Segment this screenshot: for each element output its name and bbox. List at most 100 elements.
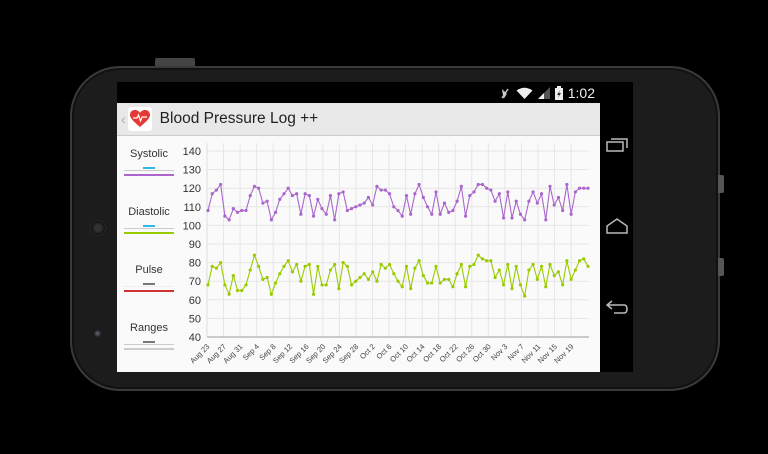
data-point[interactable] [290,194,295,198]
data-point[interactable] [235,288,240,293]
data-point[interactable] [455,199,459,203]
data-point[interactable] [206,283,210,287]
data-point[interactable] [379,262,383,267]
data-point[interactable] [548,262,552,267]
data-point[interactable] [497,192,501,196]
data-point[interactable] [252,253,257,257]
data-point[interactable] [328,268,333,272]
data-point[interactable] [383,188,387,192]
data-point[interactable] [510,216,514,220]
data-point[interactable] [299,212,303,216]
data-point[interactable] [257,186,261,190]
data-point[interactable] [447,277,451,281]
data-point[interactable] [480,182,485,187]
data-point[interactable] [252,184,257,188]
data-point[interactable] [489,188,493,192]
recent-apps-icon[interactable] [606,136,628,154]
data-point[interactable] [442,201,447,205]
home-icon[interactable] [606,217,628,235]
data-point[interactable] [451,285,455,289]
data-point[interactable] [523,294,527,298]
data-point[interactable] [269,218,273,222]
data-point[interactable] [565,259,569,263]
volume-down-button[interactable] [718,258,724,276]
data-point[interactable] [425,205,430,209]
data-point[interactable] [485,259,489,263]
data-point[interactable] [510,287,514,291]
data-point[interactable] [577,186,582,190]
data-point[interactable] [349,207,354,211]
data-point[interactable] [573,268,577,272]
data-point[interactable] [489,259,493,263]
data-point[interactable] [582,186,586,190]
data-point[interactable] [569,277,573,281]
data-point[interactable] [459,184,463,188]
data-point[interactable] [531,190,535,194]
data-point[interactable] [214,188,219,192]
data-point[interactable] [320,283,324,287]
data-point[interactable] [506,190,510,194]
data-point[interactable] [387,262,392,267]
data-point[interactable] [535,201,539,205]
data-point[interactable] [463,214,468,218]
data-point[interactable] [358,203,362,207]
data-point[interactable] [349,283,354,287]
data-point[interactable] [472,190,476,194]
data-point[interactable] [552,274,556,278]
data-point[interactable] [354,279,358,283]
data-point[interactable] [316,197,320,201]
data-point[interactable] [362,201,366,205]
data-point[interactable] [278,197,282,201]
data-point[interactable] [586,264,590,268]
data-point[interactable] [261,201,265,205]
data-point[interactable] [320,207,324,211]
data-point[interactable] [273,281,278,285]
data-point[interactable] [341,190,345,194]
data-point[interactable] [303,192,307,196]
data-point[interactable] [383,266,387,270]
legend-item-ranges[interactable]: Ranges [122,314,176,364]
power-button[interactable] [155,58,195,66]
data-point[interactable] [404,264,409,268]
data-point[interactable] [514,199,518,203]
data-point[interactable] [527,199,531,203]
data-point[interactable] [430,281,434,285]
data-point[interactable] [497,268,501,272]
data-point[interactable] [333,262,337,267]
data-point[interactable] [506,262,510,267]
data-point[interactable] [472,262,476,267]
data-point[interactable] [476,182,480,187]
data-point[interactable] [451,208,455,213]
data-point[interactable] [295,192,299,196]
data-point[interactable] [311,214,316,218]
data-point[interactable] [219,182,223,187]
data-point[interactable] [286,186,290,190]
data-point[interactable] [223,283,227,287]
data-point[interactable] [366,195,371,200]
data-point[interactable] [552,203,556,207]
data-point[interactable] [231,207,235,211]
data-point[interactable] [307,194,311,198]
data-point[interactable] [273,210,278,214]
data-point[interactable] [290,270,295,274]
data-point[interactable] [316,264,320,268]
data-point[interactable] [514,264,518,268]
data-point[interactable] [493,199,497,203]
data-point[interactable] [240,208,244,213]
data-point[interactable] [240,288,244,293]
data-point[interactable] [324,283,328,287]
data-point[interactable] [468,194,472,198]
data-point[interactable] [206,208,210,213]
heart-ecg-icon[interactable] [127,107,152,131]
data-point[interactable] [463,285,468,289]
data-point[interactable] [485,186,489,190]
data-point[interactable] [400,214,404,218]
data-point[interactable] [324,212,328,216]
data-point[interactable] [282,264,286,268]
data-point[interactable] [493,275,497,280]
data-point[interactable] [434,264,438,268]
data-point[interactable] [413,192,417,196]
data-point[interactable] [501,216,506,220]
data-point[interactable] [447,210,451,214]
